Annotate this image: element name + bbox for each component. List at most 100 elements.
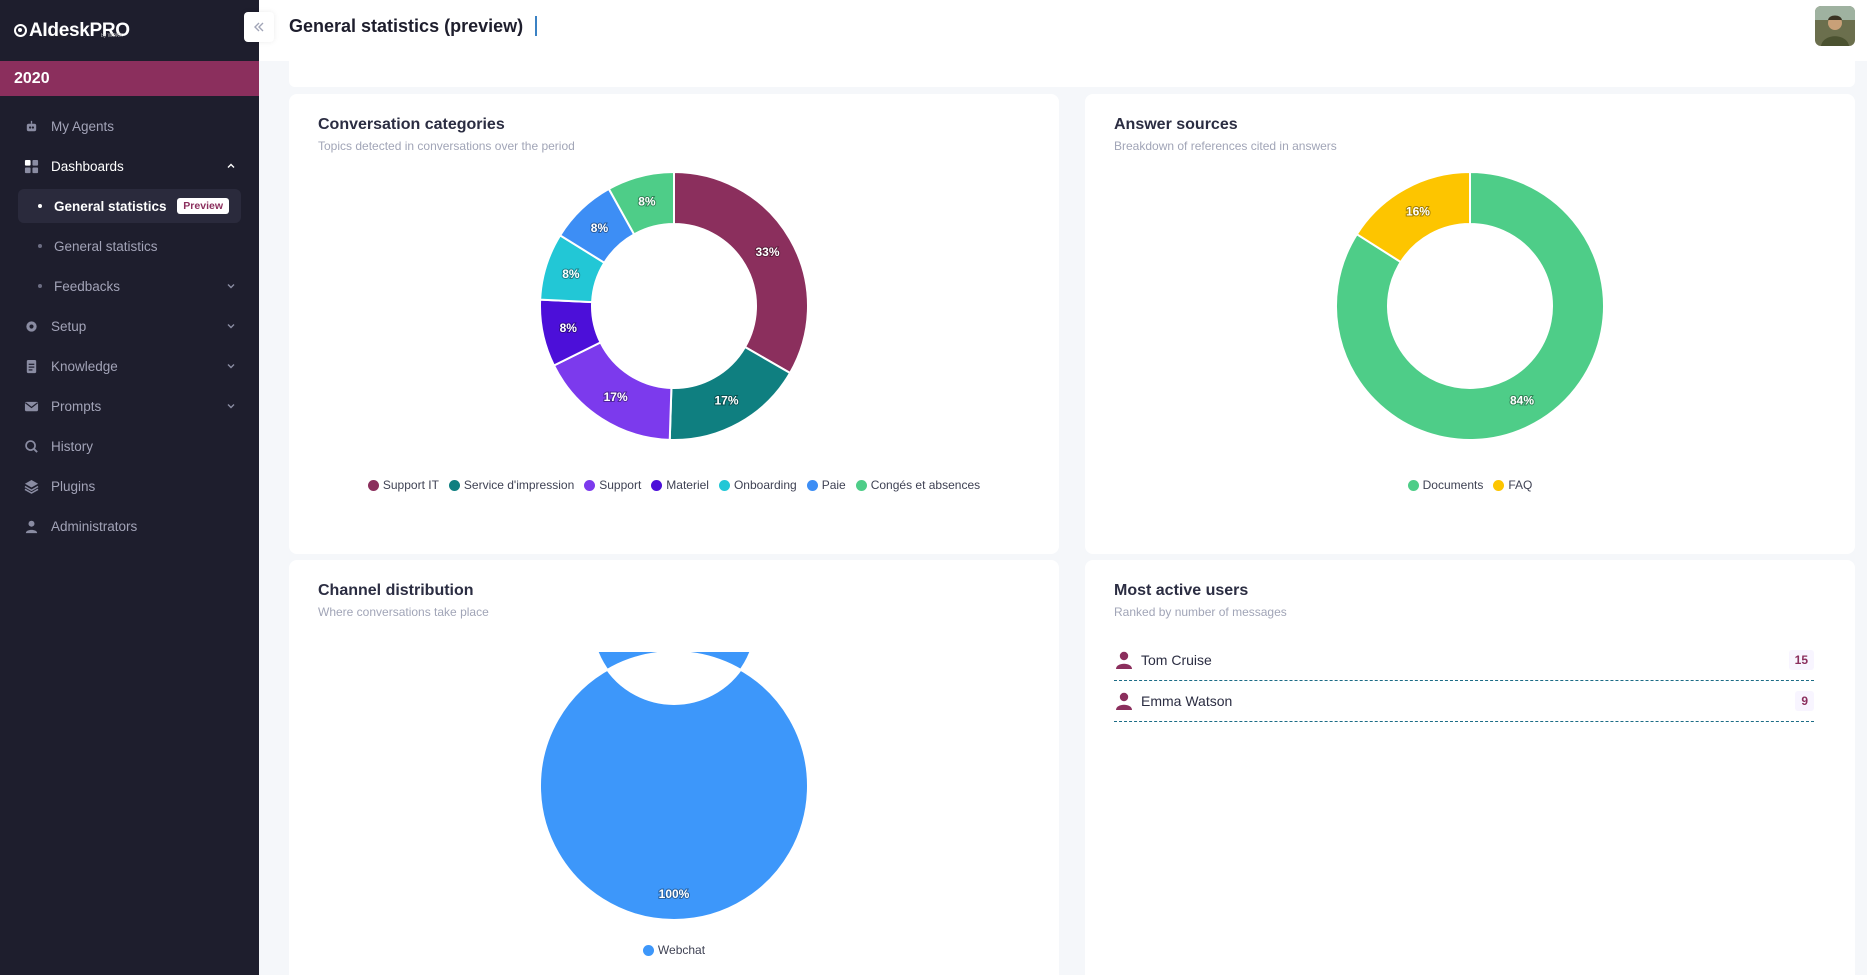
legend-item-conges-et-absences[interactable]: Congés et absences [855, 478, 981, 492]
sidebar-subitem-label: Feedbacks [54, 278, 121, 294]
user-avatar[interactable] [1815, 6, 1855, 46]
sidebar: AIdeskPRO by WDKX 2020 My Agents Dashboa… [0, 0, 259, 975]
chart-legend: Documents FAQ [1085, 478, 1855, 492]
list-item[interactable]: Tom Cruise 15 [1114, 640, 1814, 681]
card-conversation-categories: Conversation categories Topics detected … [289, 94, 1059, 554]
list-item[interactable]: Emma Watson 9 [1114, 681, 1814, 722]
card-most-active-users: Most active users Ranked by number of me… [1085, 560, 1855, 975]
categories-donut-chart: 33% 17% 17% 8% 8% 8% 8% [539, 170, 809, 445]
sidebar-item-my-agents[interactable]: My Agents [0, 106, 259, 146]
sidebar-item-administrators[interactable]: Administrators [0, 506, 259, 546]
legend-label: Support IT [382, 478, 439, 492]
gear-icon [24, 319, 39, 334]
card-subtitle: Breakdown of references cited in answers [1114, 139, 1337, 153]
card-title: Most active users [1114, 582, 1249, 599]
legend-item-documents[interactable]: Documents [1407, 478, 1484, 492]
card-title: Conversation categories [318, 116, 505, 133]
brand-subtitle: by WDKX [101, 33, 123, 39]
legend-dot-icon [1493, 479, 1505, 491]
legend-dot-icon [1407, 479, 1419, 491]
legend-label: Congés et absences [870, 478, 981, 492]
donut-slice-faq[interactable] [1355, 170, 1471, 264]
donut-slice-documents[interactable] [1335, 170, 1605, 441]
chart-legend: Webchat [289, 943, 1059, 957]
sidebar-subitem-general-statistics[interactable]: General statistics [0, 226, 259, 266]
legend-dot-icon [718, 479, 730, 491]
layers-icon [24, 479, 39, 494]
sidebar-subitem-general-statistics-preview[interactable]: General statistics Preview [18, 189, 241, 223]
logo-icon [14, 24, 27, 37]
legend-label: Documents [1422, 478, 1484, 492]
summary-strip [289, 61, 1855, 87]
legend-item-faq[interactable]: FAQ [1493, 478, 1532, 492]
active-users-list: Tom Cruise 15 Emma Watson 9 [1114, 640, 1814, 722]
brand[interactable]: AIdeskPRO by WDKX [0, 0, 259, 61]
legend-label: Webchat [657, 943, 706, 957]
message-count-badge: 9 [1795, 691, 1814, 711]
donut-slice-conges-et-absences[interactable] [607, 170, 675, 236]
data-label-conges-et-absences: 8% [638, 194, 656, 208]
legend-item-support-it[interactable]: Support IT [367, 478, 439, 492]
double-chevron-left-icon [254, 22, 264, 32]
brand-logo[interactable]: AIdeskPRO [14, 20, 130, 42]
page-title: General statistics (preview) [289, 16, 524, 36]
document-icon [24, 359, 39, 374]
user-icon [1116, 651, 1132, 669]
robot-icon [24, 119, 39, 134]
sidebar-item-prompts[interactable]: Prompts [0, 386, 259, 426]
legend-label: Onboarding [733, 478, 797, 492]
legend-item-webchat[interactable]: Webchat [642, 943, 706, 957]
sidebar-item-dashboards[interactable]: Dashboards [0, 146, 259, 186]
sidebar-item-label: Administrators [51, 518, 138, 534]
legend-item-support[interactable]: Support [584, 478, 641, 492]
sidebar-item-label: Dashboards [51, 158, 124, 174]
year-selector[interactable]: 2020 [0, 61, 259, 96]
sidebar-item-setup[interactable]: Setup [0, 306, 259, 346]
person-icon [24, 519, 39, 534]
legend-label: Service d'impression [463, 478, 575, 492]
user-name: Emma Watson [1141, 693, 1233, 709]
legend-label: Materiel [666, 478, 709, 492]
chevron-down-icon [225, 280, 237, 292]
legend-item-service-d-impression[interactable]: Service d'impression [448, 478, 575, 492]
message-count-badge: 15 [1788, 650, 1814, 670]
bullet-icon [38, 204, 42, 208]
data-label-support: 17% [604, 390, 628, 404]
bullet-icon [38, 284, 42, 288]
top-header: General statistics (preview) [244, 0, 1867, 61]
sidebar-subitem-feedbacks[interactable]: Feedbacks [0, 266, 259, 306]
card-subtitle: Where conversations take place [318, 605, 489, 619]
preview-badge: Preview [177, 198, 229, 214]
legend-dot-icon [584, 479, 596, 491]
sources-donut-chart: 84% 16% [1335, 170, 1605, 445]
chevron-down-icon [225, 400, 237, 412]
user-icon [1116, 692, 1132, 710]
sidebar-item-knowledge[interactable]: Knowledge [0, 346, 259, 386]
legend-dot-icon [642, 944, 654, 956]
collapse-sidebar-button[interactable] [244, 12, 274, 42]
sidebar-item-label: My Agents [51, 118, 115, 134]
donut-slice-webchat[interactable] [538, 539, 809, 921]
card-title: Channel distribution [318, 582, 474, 599]
data-label-support-it: 33% [756, 245, 780, 259]
card-title: Answer sources [1114, 116, 1238, 133]
card-channel-distribution: Channel distribution Where conversations… [289, 539, 1059, 975]
legend-label: Paie [821, 478, 846, 492]
chevron-down-icon [225, 320, 237, 332]
sidebar-item-label: Knowledge [51, 358, 118, 374]
data-label-faq: 16% [1406, 204, 1430, 218]
sidebar-item-label: Prompts [51, 398, 102, 414]
legend-item-paie[interactable]: Paie [806, 478, 846, 492]
channels-donut-chart: 100% [538, 539, 809, 925]
year-label: 2020 [14, 69, 50, 87]
donut-slice-support-it[interactable] [673, 170, 809, 375]
legend-dot-icon [651, 479, 663, 491]
legend-item-onboarding[interactable]: Onboarding [718, 478, 797, 492]
data-label-service-d-impression: 17% [714, 393, 738, 407]
legend-item-materiel[interactable]: Materiel [651, 478, 709, 492]
legend-label: FAQ [1508, 478, 1533, 492]
legend-dot-icon [855, 479, 867, 491]
sidebar-item-history[interactable]: History [0, 426, 259, 466]
sidebar-item-plugins[interactable]: Plugins [0, 466, 259, 506]
sidebar-item-label: Plugins [51, 478, 96, 494]
